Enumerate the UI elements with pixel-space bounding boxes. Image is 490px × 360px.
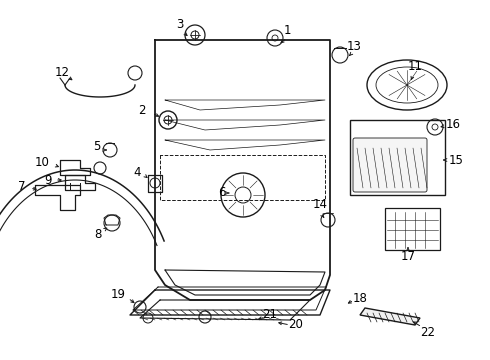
Text: 15: 15 (448, 153, 464, 166)
FancyBboxPatch shape (350, 120, 445, 195)
Text: 12: 12 (54, 67, 70, 80)
Text: 4: 4 (133, 166, 141, 180)
FancyBboxPatch shape (385, 208, 440, 250)
Text: 2: 2 (138, 104, 146, 117)
Text: 22: 22 (420, 325, 436, 338)
Text: 8: 8 (94, 229, 102, 242)
Text: 10: 10 (35, 157, 49, 170)
Text: 20: 20 (289, 319, 303, 332)
Text: 13: 13 (346, 40, 362, 54)
FancyBboxPatch shape (353, 138, 427, 192)
Text: 3: 3 (176, 18, 184, 31)
Text: 11: 11 (408, 60, 422, 73)
Text: 19: 19 (111, 288, 125, 302)
Text: 5: 5 (93, 140, 100, 153)
Text: 18: 18 (353, 292, 368, 305)
Text: 7: 7 (18, 180, 26, 194)
Polygon shape (360, 308, 420, 325)
Text: 17: 17 (400, 251, 416, 264)
Text: 14: 14 (313, 198, 327, 211)
Text: 6: 6 (218, 186, 226, 199)
Text: 9: 9 (44, 174, 52, 186)
Text: 21: 21 (263, 309, 277, 321)
Text: 16: 16 (445, 118, 461, 131)
Text: 1: 1 (283, 23, 291, 36)
